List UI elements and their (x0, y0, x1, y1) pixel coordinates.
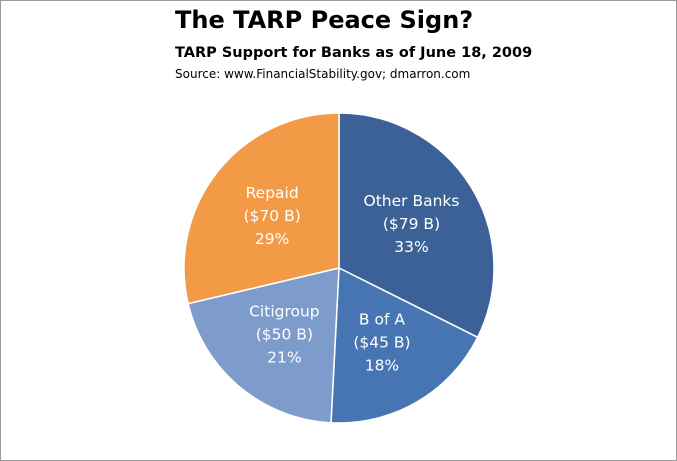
slice-label-citigroup-percent: 21% (267, 348, 301, 366)
pie-slice-citigroup (187, 267, 340, 424)
pie-slice-repaid (183, 112, 340, 305)
slice-label-repaid-amount: ($70 B) (244, 207, 301, 225)
slice-label-other-banks-name: Other Banks (364, 192, 460, 210)
slice-label-other-banks-amount: ($79 B) (383, 215, 440, 233)
pie-slice-b-of-a (330, 266, 479, 424)
pie-slice-other-banks (338, 112, 495, 339)
slice-label-b-of-a-amount: ($45 B) (353, 334, 410, 352)
slice-label-b-of-a-percent: 18% (365, 357, 399, 375)
slice-label-other-banks-percent: 33% (394, 238, 428, 256)
slice-label-repaid-name: Repaid (246, 184, 299, 202)
slice-label-citigroup-name: Citigroup (249, 302, 320, 320)
chart-source: Source: www.FinancialStability.gov; dmar… (175, 67, 471, 81)
slice-label-repaid-percent: 29% (255, 230, 289, 248)
slice-label-b-of-a-name: B of A (359, 311, 405, 329)
slice-label-citigroup-amount: ($50 B) (256, 325, 313, 343)
chart-subtitle: TARP Support for Banks as of June 18, 20… (175, 45, 533, 61)
chart-title: The TARP Peace Sign? (175, 6, 474, 34)
